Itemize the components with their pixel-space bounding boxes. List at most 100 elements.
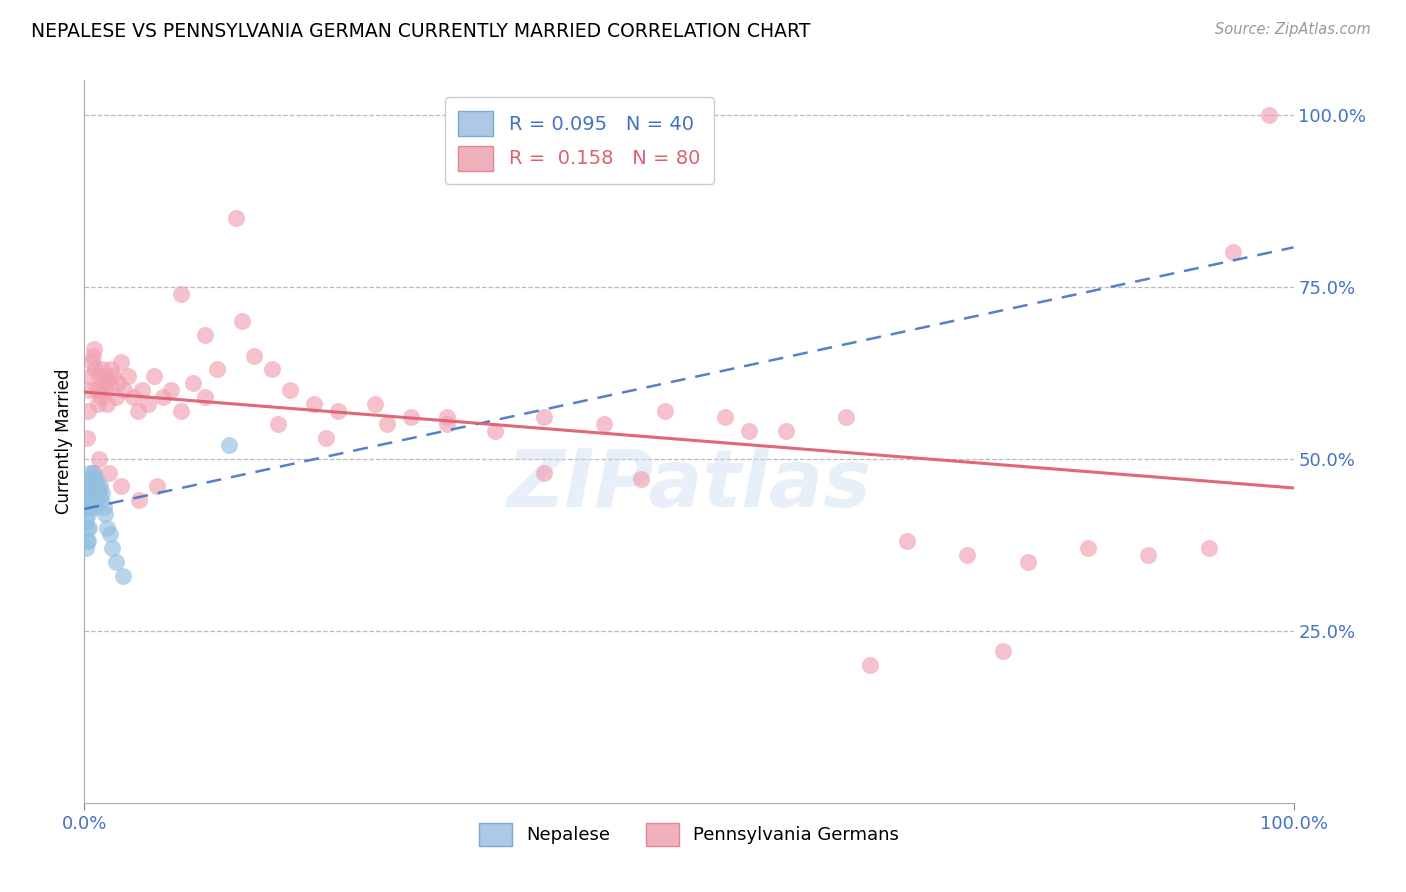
Nepalese: [112, 568, 135, 582]
Pennsylvania Germans: [79, 479, 101, 493]
Pennsylvania Germans: [112, 383, 135, 397]
Pennsylvania Germans: [896, 534, 918, 549]
Pennsylvania Germans: [363, 397, 385, 411]
Nepalese: [89, 479, 111, 493]
Nepalese: [77, 479, 100, 493]
Nepalese: [77, 507, 100, 521]
Pennsylvania Germans: [231, 314, 253, 328]
Pennsylvania Germans: [170, 286, 193, 301]
Pennsylvania Germans: [94, 383, 117, 397]
Nepalese: [75, 514, 97, 528]
Nepalese: [86, 493, 108, 508]
Nepalese: [77, 534, 100, 549]
Pennsylvania Germans: [100, 362, 122, 376]
Pennsylvania Germans: [225, 211, 247, 225]
Nepalese: [87, 486, 110, 500]
Nepalese: [84, 479, 107, 493]
Pennsylvania Germans: [533, 466, 555, 480]
Pennsylvania Germans: [87, 369, 110, 384]
Pennsylvania Germans: [143, 369, 166, 384]
Pennsylvania Germans: [131, 383, 153, 397]
Pennsylvania Germans: [170, 403, 193, 417]
Nepalese: [76, 520, 98, 534]
Pennsylvania Germans: [315, 431, 337, 445]
Pennsylvania Germans: [77, 403, 100, 417]
Pennsylvania Germans: [260, 362, 283, 376]
Pennsylvania Germans: [138, 397, 160, 411]
Pennsylvania Germans: [484, 424, 506, 438]
Text: Source: ZipAtlas.com: Source: ZipAtlas.com: [1215, 22, 1371, 37]
Pennsylvania Germans: [375, 417, 398, 432]
Text: NEPALESE VS PENNSYLVANIA GERMAN CURRENTLY MARRIED CORRELATION CHART: NEPALESE VS PENNSYLVANIA GERMAN CURRENTL…: [31, 22, 810, 41]
Nepalese: [79, 466, 101, 480]
Pennsylvania Germans: [775, 424, 797, 438]
Pennsylvania Germans: [859, 658, 882, 673]
Pennsylvania Germans: [714, 410, 737, 425]
Pennsylvania Germans: [738, 424, 761, 438]
Pennsylvania Germans: [76, 431, 98, 445]
Pennsylvania Germans: [79, 369, 101, 384]
Pennsylvania Germans: [110, 479, 132, 493]
Nepalese: [76, 534, 98, 549]
Nepalese: [218, 438, 240, 452]
Pennsylvania Germans: [77, 383, 100, 397]
Pennsylvania Germans: [90, 390, 112, 404]
Pennsylvania Germans: [1137, 548, 1160, 562]
Nepalese: [77, 493, 100, 508]
Pennsylvania Germans: [97, 376, 120, 390]
Nepalese: [76, 500, 98, 514]
Pennsylvania Germans: [593, 417, 616, 432]
Nepalese: [80, 472, 103, 486]
Pennsylvania Germans: [152, 390, 174, 404]
Nepalese: [77, 520, 100, 534]
Text: ZIPatlas: ZIPatlas: [506, 446, 872, 524]
Pennsylvania Germans: [1017, 555, 1039, 569]
Pennsylvania Germans: [1258, 108, 1281, 122]
Pennsylvania Germans: [993, 644, 1015, 658]
Pennsylvania Germans: [97, 466, 120, 480]
Pennsylvania Germans: [194, 327, 217, 342]
Nepalese: [101, 541, 124, 556]
Pennsylvania Germans: [121, 390, 143, 404]
Nepalese: [77, 472, 100, 486]
Pennsylvania Germans: [86, 397, 108, 411]
Pennsylvania Germans: [89, 383, 111, 397]
Nepalese: [93, 500, 115, 514]
Pennsylvania Germans: [110, 355, 132, 369]
Nepalese: [80, 493, 103, 508]
Pennsylvania Germans: [533, 410, 555, 425]
Pennsylvania Germans: [87, 451, 110, 466]
Pennsylvania Germans: [80, 355, 103, 369]
Pennsylvania Germans: [207, 362, 229, 376]
Pennsylvania Germans: [86, 383, 108, 397]
Nepalese: [75, 541, 97, 556]
Nepalese: [82, 466, 104, 480]
Pennsylvania Germans: [117, 369, 139, 384]
Nepalese: [86, 472, 108, 486]
Pennsylvania Germans: [278, 383, 301, 397]
Nepalese: [75, 500, 97, 514]
Legend: Nepalese, Pennsylvania Germans: Nepalese, Pennsylvania Germans: [470, 814, 908, 855]
Pennsylvania Germans: [194, 390, 217, 404]
Pennsylvania Germans: [96, 397, 118, 411]
Pennsylvania Germans: [83, 342, 105, 356]
Pennsylvania Germans: [1077, 541, 1099, 556]
Pennsylvania Germans: [82, 349, 104, 363]
Pennsylvania Germans: [436, 410, 458, 425]
Pennsylvania Germans: [835, 410, 858, 425]
Pennsylvania Germans: [1198, 541, 1220, 556]
Pennsylvania Germans: [399, 410, 422, 425]
Pennsylvania Germans: [654, 403, 676, 417]
Pennsylvania Germans: [93, 376, 115, 390]
Pennsylvania Germans: [84, 362, 107, 376]
Nepalese: [104, 555, 127, 569]
Pennsylvania Germans: [83, 466, 105, 480]
Pennsylvania Germans: [1222, 245, 1244, 260]
Nepalese: [82, 486, 104, 500]
Pennsylvania Germans: [146, 479, 169, 493]
Pennsylvania Germans: [160, 383, 183, 397]
Nepalese: [83, 472, 105, 486]
Pennsylvania Germans: [267, 417, 290, 432]
Pennsylvania Germans: [302, 397, 325, 411]
Nepalese: [91, 486, 114, 500]
